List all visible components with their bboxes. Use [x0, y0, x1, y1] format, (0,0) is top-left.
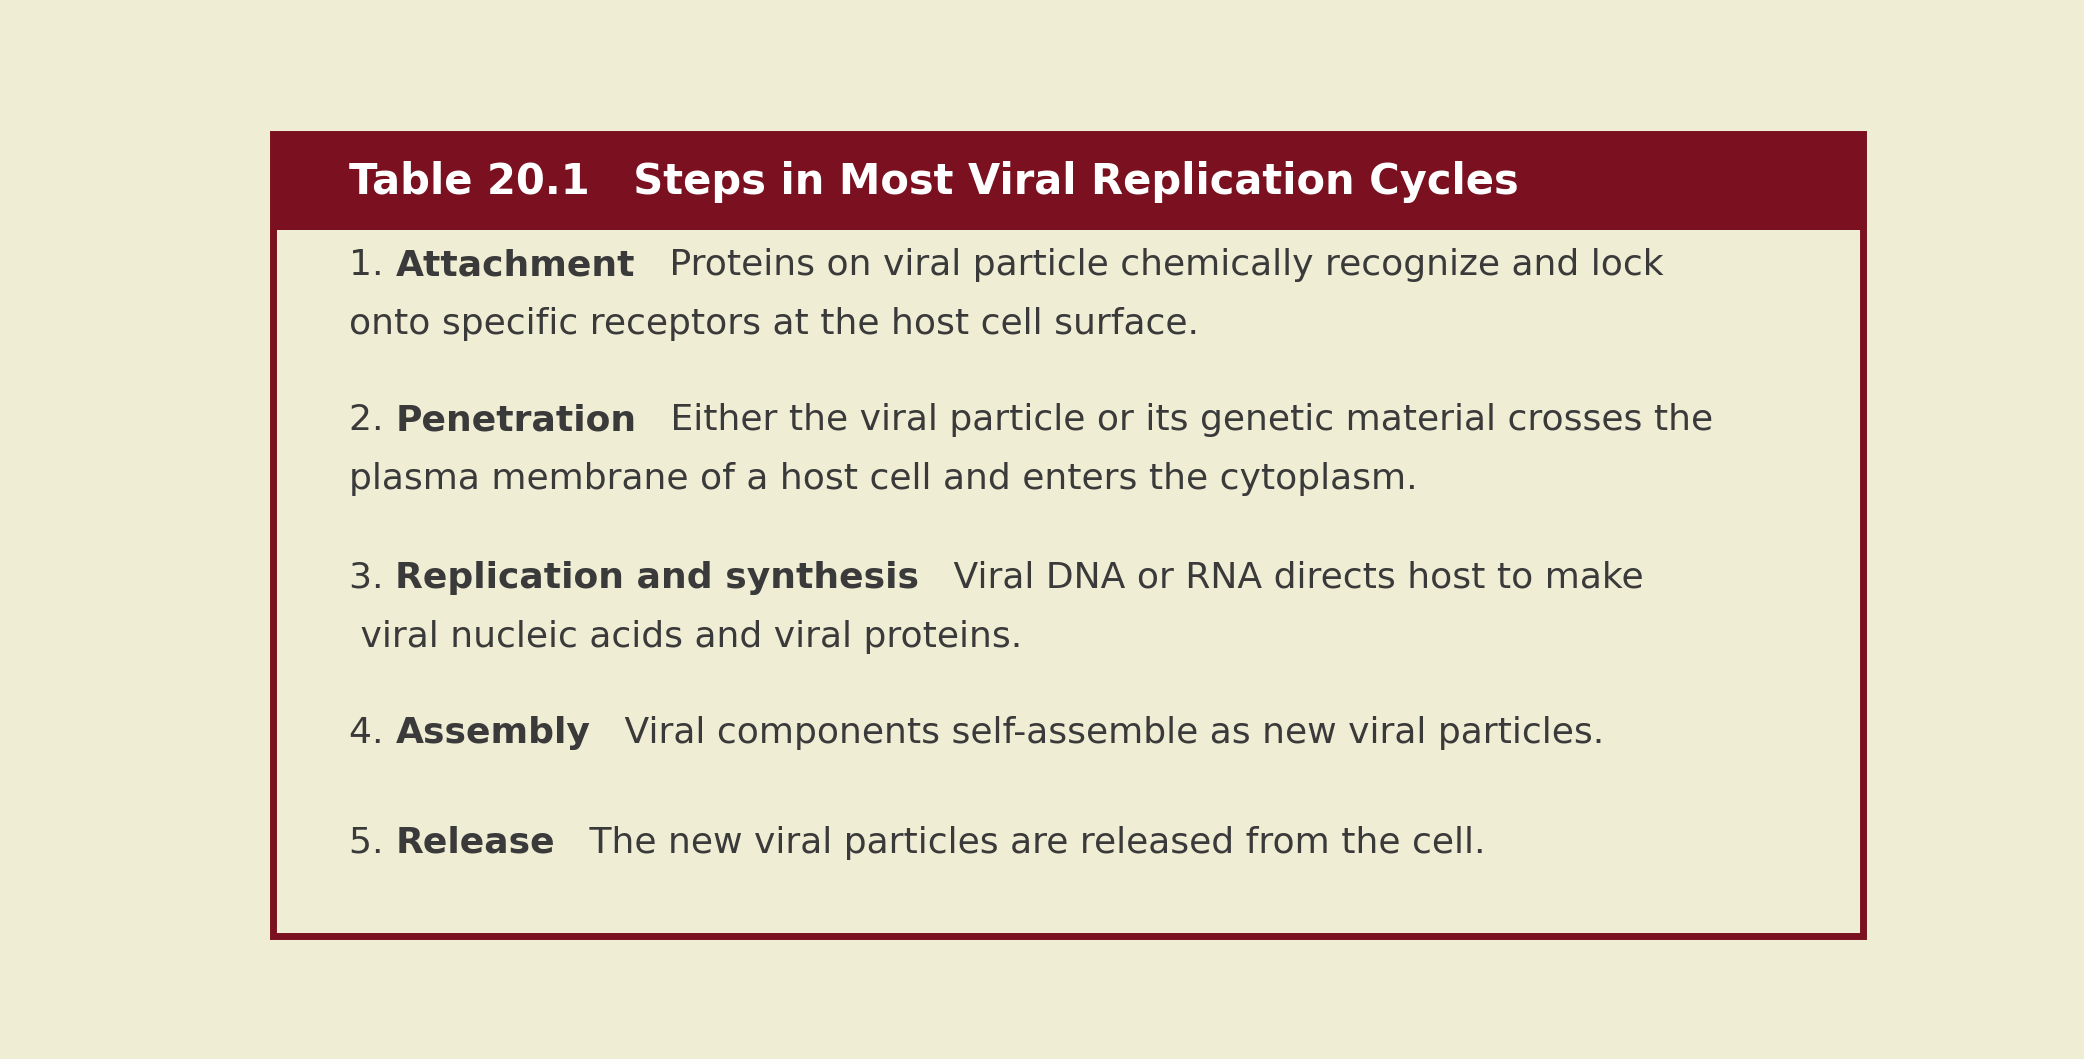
Text: Table 20.1   Steps in Most Viral Replication Cycles: Table 20.1 Steps in Most Viral Replicati…: [350, 161, 1519, 202]
Text: 5.: 5.: [350, 826, 396, 860]
Text: onto specific receptors at the host cell surface.: onto specific receptors at the host cell…: [350, 307, 1198, 341]
Text: Proteins on viral particle chemically recognize and lock: Proteins on viral particle chemically re…: [636, 249, 1663, 283]
FancyBboxPatch shape: [273, 133, 1863, 936]
Text: Attachment: Attachment: [396, 249, 636, 283]
Text: 3.: 3.: [350, 561, 396, 595]
Text: Penetration: Penetration: [396, 403, 636, 437]
Text: Either the viral particle or its genetic material crosses the: Either the viral particle or its genetic…: [636, 403, 1713, 437]
Text: plasma membrane of a host cell and enters the cytoplasm.: plasma membrane of a host cell and enter…: [350, 462, 1417, 496]
Text: Replication and synthesis: Replication and synthesis: [396, 561, 919, 595]
Text: Viral DNA or RNA directs host to make: Viral DNA or RNA directs host to make: [919, 561, 1644, 595]
Text: viral nucleic acids and viral proteins.: viral nucleic acids and viral proteins.: [350, 620, 1023, 653]
FancyBboxPatch shape: [273, 133, 1863, 230]
Text: Assembly: Assembly: [396, 716, 590, 750]
Text: 1.: 1.: [350, 249, 396, 283]
Text: 4.: 4.: [350, 716, 396, 750]
Text: Viral components self-assemble as new viral particles.: Viral components self-assemble as new vi…: [590, 716, 1605, 750]
Text: 2.: 2.: [350, 403, 396, 437]
Text: Release: Release: [396, 826, 554, 860]
Text: The new viral particles are released from the cell.: The new viral particles are released fro…: [554, 826, 1486, 860]
